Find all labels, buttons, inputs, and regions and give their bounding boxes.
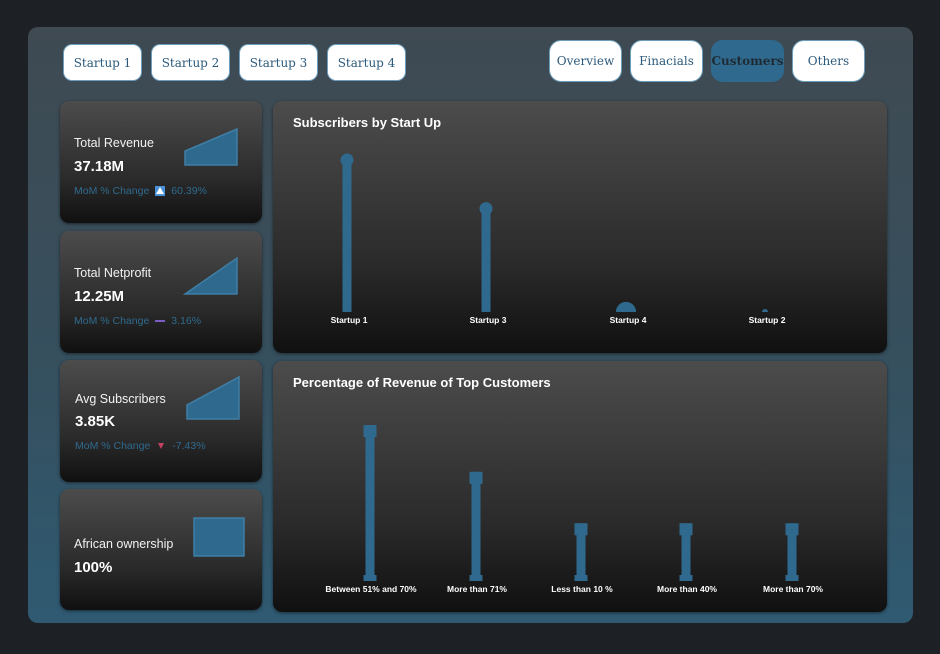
mom-value: -7.43%	[172, 440, 206, 452]
chart-title: Percentage of Revenue of Top Customers	[293, 375, 551, 390]
startup-2-button[interactable]: Startup 2	[151, 44, 230, 81]
x-tick-label: More than 71%	[447, 584, 507, 594]
trend-sparkline	[183, 256, 238, 295]
down-icon	[158, 443, 165, 449]
top-customers-chart: Between 51% and 70% More than 71% Less tha…	[325, 425, 823, 594]
chart-card-subscribers: Subscribers by Start Up Startup 1 Startup…	[273, 101, 887, 353]
bar-base	[785, 575, 799, 581]
chart-card-top-customers: Percentage of Revenue of Top Customers B…	[273, 361, 887, 612]
kpi-title: Avg Subscribers	[75, 392, 166, 406]
kpi-mom-change: MoM % Change 3.16%	[74, 315, 201, 327]
bar	[365, 425, 375, 581]
x-tick-label: Startup 3	[470, 315, 507, 325]
mom-label: MoM % Change	[75, 440, 151, 452]
bar	[576, 523, 586, 581]
kpi-mom-change: MoM % Change 60.39%	[74, 185, 207, 197]
mom-label: MoM % Change	[74, 315, 150, 327]
bar-base	[574, 575, 588, 581]
bar	[681, 523, 691, 581]
bar-cap	[574, 523, 588, 536]
tab-others[interactable]: Others	[792, 40, 865, 82]
bar	[787, 523, 797, 581]
bar-cap	[469, 471, 483, 484]
kpi-value: 100%	[74, 559, 113, 576]
bar	[342, 160, 352, 312]
flat-icon	[155, 320, 166, 322]
tab-customers[interactable]: Customers	[711, 40, 784, 82]
kpi-card-netprofit: Total Netprofit 12.25M MoM % Change 3.16…	[60, 231, 262, 353]
kpi-value: 12.25M	[74, 288, 125, 305]
bar-cap	[785, 523, 799, 536]
bar-marker	[479, 202, 493, 216]
bar-cap	[679, 523, 693, 536]
kpi-value: 37.18M	[74, 158, 125, 175]
startup-4-button[interactable]: Startup 4	[327, 44, 406, 81]
startup-1-button[interactable]: Startup 1	[63, 44, 142, 81]
kpi-card-ownership: African ownership 100%	[60, 489, 262, 610]
chart-title: Subscribers by Start Up	[293, 115, 442, 130]
kpi-value: 3.85K	[75, 413, 116, 430]
trend-sparkline	[186, 375, 240, 420]
bar-marker	[340, 153, 354, 167]
startup-3-button[interactable]: Startup 3	[239, 44, 318, 81]
kpi-mom-change: MoM % Change -7.43%	[75, 440, 206, 452]
x-tick-label: Startup 2	[749, 315, 786, 325]
bar	[471, 471, 481, 581]
subscribers-chart: Startup 1 Startup 3 Startup 4 Startup 2	[331, 153, 786, 325]
kpi-card-revenue: Total Revenue 37.18M MoM % Change 60.39%	[60, 101, 262, 223]
x-tick-label: Between 51% and 70%	[325, 584, 417, 594]
bar-base	[363, 575, 377, 581]
up-icon	[155, 186, 166, 196]
tab-financials[interactable]: Finacials	[630, 40, 703, 82]
kpi-title: African ownership	[74, 537, 174, 551]
tab-overview[interactable]: Overview	[549, 40, 622, 82]
bar-cap	[363, 425, 377, 437]
mom-label: MoM % Change	[74, 185, 150, 197]
x-tick-label: More than 70%	[763, 584, 823, 594]
x-tick-label: More than 40%	[657, 584, 717, 594]
kpi-card-subscribers: Avg Subscribers 3.85K MoM % Change -7.43…	[60, 360, 262, 482]
ownership-block	[193, 517, 245, 557]
mom-value: 3.16%	[171, 315, 202, 327]
bar-marker	[615, 301, 637, 312]
bar	[481, 208, 491, 312]
mom-value: 60.39%	[171, 185, 207, 197]
trend-sparkline	[184, 127, 238, 166]
kpi-title: Total Netprofit	[74, 266, 152, 280]
bar-base	[469, 575, 483, 581]
x-tick-label: Startup 1	[331, 315, 368, 325]
x-tick-label: Less than 10 %	[551, 584, 613, 594]
bar-marker	[762, 309, 768, 312]
x-tick-label: Startup 4	[610, 315, 647, 325]
bar-base	[679, 575, 693, 581]
kpi-title: Total Revenue	[74, 136, 154, 150]
